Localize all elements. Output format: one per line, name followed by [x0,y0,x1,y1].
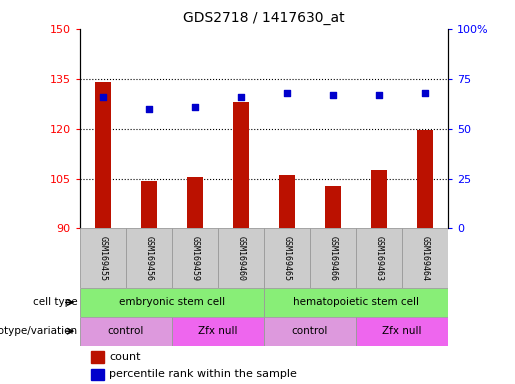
Text: GSM169460: GSM169460 [236,236,246,281]
Bar [80,317,172,346]
Point [145,106,153,112]
Bar [356,317,448,346]
Text: control: control [292,326,328,336]
Point [191,104,199,110]
Text: GSM169465: GSM169465 [282,236,291,281]
Bar [95,82,111,228]
Bar [172,317,264,346]
Text: Zfx null: Zfx null [382,326,422,336]
Text: cell type: cell type [32,297,77,308]
Bar [218,228,264,288]
Point [329,92,337,98]
Bar [264,228,310,288]
Bar [91,369,104,380]
Point [421,89,429,96]
Bar [172,228,218,288]
Text: GSM169464: GSM169464 [421,236,430,281]
Text: hematopoietic stem cell: hematopoietic stem cell [293,297,419,308]
Point [99,94,107,100]
Bar [141,181,157,228]
Text: GSM169455: GSM169455 [98,236,107,281]
Text: genotype/variation: genotype/variation [0,326,77,336]
Text: percentile rank within the sample: percentile rank within the sample [109,369,297,379]
Bar [402,228,448,288]
Text: control: control [108,326,144,336]
Bar [187,177,203,228]
Text: embryonic stem cell: embryonic stem cell [119,297,225,308]
Text: Zfx null: Zfx null [198,326,237,336]
Bar [126,228,172,288]
Text: GSM169456: GSM169456 [144,236,153,281]
Bar [264,288,448,317]
Text: GSM169459: GSM169459 [191,236,199,281]
Bar [356,228,402,288]
Point [375,92,383,98]
Text: count: count [109,352,141,362]
Bar [233,102,249,228]
Text: GSM169466: GSM169466 [329,236,337,281]
Bar [417,130,433,228]
Text: GSM169463: GSM169463 [374,236,384,281]
Point [237,94,245,100]
Bar [80,228,126,288]
Bar [80,288,264,317]
Bar [310,228,356,288]
Point [283,89,291,96]
Bar [325,186,341,228]
Title: GDS2718 / 1417630_at: GDS2718 / 1417630_at [183,11,345,25]
Bar [91,351,104,363]
Bar [264,317,356,346]
Bar [371,170,387,228]
Bar [279,175,295,228]
